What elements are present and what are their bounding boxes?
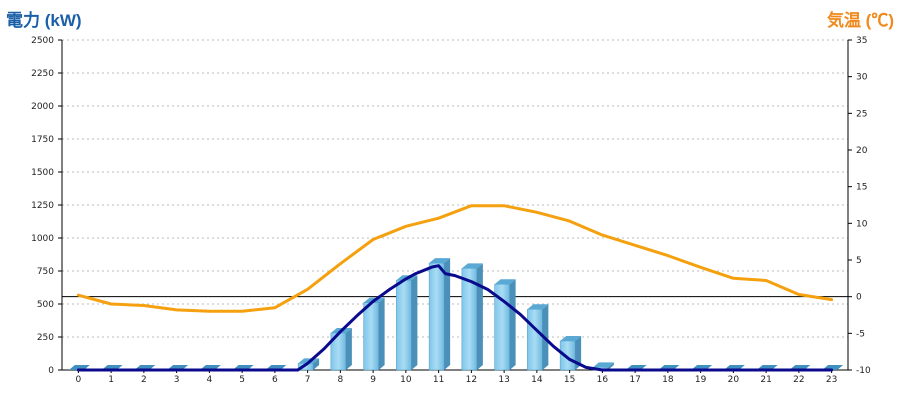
left-axis-tick-label: 0 [48, 366, 54, 376]
x-axis-tick-label: 11 [433, 375, 444, 385]
left-axis-tick-label: 2250 [31, 69, 54, 79]
right-axis-tick-label: 15 [856, 183, 867, 193]
right-axis-tick-label: 0 [856, 293, 862, 303]
x-axis-tick-label: 1 [108, 375, 114, 385]
x-axis-tick-label: 2 [141, 375, 147, 385]
bar-side [411, 275, 418, 370]
bar [330, 328, 352, 371]
bar-front [396, 279, 412, 371]
x-axis-tick-label: 5 [239, 375, 245, 385]
x-axis-tick-label: 10 [400, 375, 412, 385]
right-axis-title: 気温 (℃) [826, 11, 894, 30]
left-axis-tick-label: 1250 [31, 201, 54, 211]
x-axis-tick-label: 18 [662, 375, 674, 385]
x-axis-tick-label: 13 [498, 375, 509, 385]
bar-top [429, 258, 451, 264]
left-axis-tick-label: 2000 [31, 102, 54, 112]
x-axis-tick-label: 9 [370, 375, 376, 385]
x-axis-tick-label: 20 [728, 375, 740, 385]
x-axis-tick-label: 0 [76, 375, 82, 385]
bar [396, 275, 418, 371]
bar [461, 263, 483, 371]
bar-front [363, 302, 379, 371]
x-axis-tick-label: 22 [793, 375, 804, 385]
left-axis-tick-label: 1500 [31, 168, 54, 178]
x-axis-tick-label: 21 [760, 375, 771, 385]
left-axis-tick-label: 1000 [31, 234, 54, 244]
bar-top [592, 362, 614, 368]
bar-side [607, 362, 614, 370]
x-axis-tick-label: 3 [174, 375, 180, 385]
bar-front [428, 262, 445, 371]
right-axis-tick-label: 5 [856, 256, 862, 266]
bar-side [378, 297, 385, 370]
bar-top [494, 279, 516, 285]
x-axis-tick-label: 16 [597, 375, 609, 385]
x-axis-tick-label: 17 [629, 375, 640, 385]
right-axis-tick-label: -5 [856, 329, 865, 339]
bar-side [444, 258, 451, 370]
left-axis-tick-label: 2500 [31, 36, 54, 46]
bar-side [476, 263, 483, 370]
x-axis-tick-label: 7 [305, 375, 311, 385]
right-axis-tick-label: 25 [856, 109, 867, 119]
bar-top [560, 335, 582, 341]
bar-top [527, 304, 549, 310]
temperature-line [76, 204, 834, 313]
left-axis-tick-label: 750 [37, 267, 54, 277]
bar [494, 279, 516, 371]
x-axis-tick-label: 12 [466, 375, 477, 385]
right-axis-tick-label: 35 [856, 36, 867, 46]
bar-side [345, 328, 352, 370]
left-axis-tick-label: 500 [37, 300, 54, 310]
x-axis-tick-label: 4 [207, 375, 213, 385]
bar-side [509, 279, 516, 370]
bar [428, 258, 451, 371]
bar-top [461, 263, 483, 269]
x-axis-tick-label: 19 [695, 375, 707, 385]
x-axis-tick-label: 8 [338, 375, 344, 385]
left-axis-title: 電力 (kW) [6, 11, 82, 30]
left-axis-tick-label: 250 [37, 333, 54, 343]
right-axis-tick-label: 20 [856, 146, 868, 156]
x-axis-tick-label: 23 [826, 375, 837, 385]
bar-front [527, 309, 543, 371]
right-axis-tick-label: 10 [856, 219, 868, 229]
right-axis-tick-label: -10 [856, 366, 871, 376]
right-axis-tick-label: 30 [856, 73, 868, 83]
x-axis-tick-label: 6 [272, 375, 278, 385]
bar [363, 297, 385, 371]
power-line [76, 264, 834, 372]
bar-front [559, 340, 576, 371]
bar-side [313, 358, 320, 370]
x-axis-tick-label: 14 [531, 375, 543, 385]
x-axis-tick-label: 15 [564, 375, 575, 385]
left-axis-tick-label: 1750 [31, 135, 54, 145]
